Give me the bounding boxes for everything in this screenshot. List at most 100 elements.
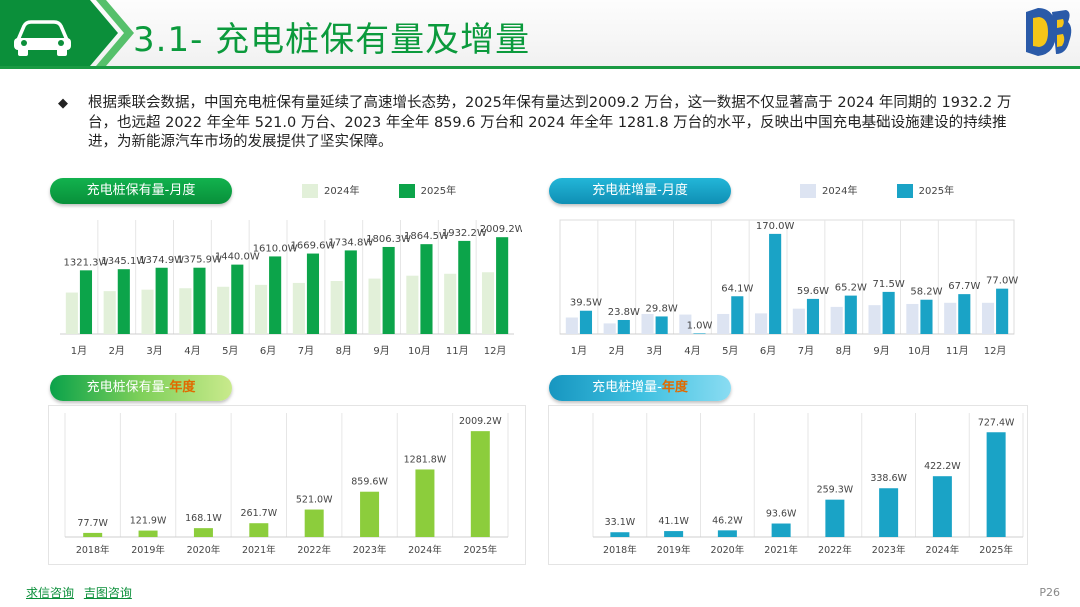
- tick-label: 6月: [760, 345, 776, 357]
- data-label: 64.1W: [721, 283, 753, 294]
- data-label: 338.6W: [870, 473, 907, 484]
- tick-label: 11月: [446, 345, 469, 357]
- summary-paragraph: ◆ 根据乘联会数据，中国充电桩保有量延续了高速增长态势，2025年保有量达到20…: [58, 94, 1020, 153]
- tick-label: 2月: [609, 345, 625, 357]
- tick-label: 10月: [908, 345, 931, 357]
- bar: [879, 488, 899, 537]
- bar-2025: [420, 244, 433, 334]
- bar-2025: [920, 299, 933, 334]
- bar: [717, 530, 737, 537]
- bar: [932, 476, 952, 537]
- tick-label: 2023年: [353, 544, 387, 556]
- bar-2025: [155, 267, 168, 334]
- page-number: P26: [1039, 586, 1060, 599]
- bar-2025: [731, 296, 744, 334]
- page-title: 3.1- 充电桩保有量及增量: [133, 20, 531, 60]
- tick-label: 11月: [946, 345, 969, 357]
- stock-monthly-chart: 1321.3W 1月 1345.1W 2月 1374.9W 3月 1375.9W 4月 1440…: [60, 220, 522, 357]
- increment-annual-title: 充电桩增量-年度: [549, 375, 731, 401]
- bar: [138, 530, 158, 537]
- car-icon: [14, 20, 71, 56]
- panel-frame: [548, 405, 1028, 565]
- bar-2025: [496, 237, 509, 334]
- data-label: 71.5W: [873, 279, 905, 290]
- tick-label: 2025年: [463, 544, 497, 556]
- data-label: 93.6W: [766, 509, 797, 520]
- legend-item-2025: 2025年: [398, 184, 456, 198]
- data-label: 39.5W: [570, 298, 602, 309]
- data-label: 59.6W: [797, 286, 829, 297]
- legend-item-2025: 2025年: [896, 184, 954, 198]
- bar-2025: [458, 240, 471, 334]
- data-label: 1321.3W: [64, 257, 109, 268]
- bar-2025: [193, 267, 206, 334]
- bar-2024: [981, 302, 995, 334]
- bar-2025: [382, 246, 395, 334]
- tick-label: 2025年: [979, 544, 1013, 556]
- bar-2025: [231, 264, 244, 334]
- bar-2025: [996, 288, 1009, 334]
- bar-2024: [830, 306, 843, 334]
- tick-label: 6月: [260, 345, 276, 357]
- tick-label: 1月: [571, 345, 587, 357]
- bar-2025: [958, 294, 971, 334]
- tick-label: 5月: [222, 345, 238, 357]
- bar: [304, 509, 324, 537]
- bar-2024: [792, 308, 805, 334]
- tick-label: 2021年: [764, 544, 798, 556]
- legend-item-2024: 2024年: [302, 184, 359, 198]
- tick-label: 7月: [298, 345, 314, 357]
- data-label: 170.0W: [756, 221, 795, 232]
- data-label: 1864.5W: [404, 231, 449, 242]
- bar-2025: [844, 295, 857, 334]
- bar: [470, 431, 490, 537]
- bar: [986, 432, 1006, 537]
- data-label: 1.0W: [687, 320, 713, 331]
- data-label: 77.0W: [986, 276, 1018, 287]
- bar-2024: [754, 313, 768, 334]
- bar-2024: [868, 305, 881, 334]
- tick-label: 4月: [184, 345, 200, 357]
- summary-text: 根据乘联会数据，中国充电桩保有量延续了高速增长态势，2025年保有量达到2009…: [88, 95, 1012, 150]
- bar-2024: [565, 317, 578, 334]
- data-label: 727.4W: [978, 417, 1015, 428]
- data-label: 2009.2W: [459, 416, 502, 427]
- data-label: 67.7W: [948, 281, 980, 292]
- tick-label: 2019年: [131, 544, 165, 556]
- tick-label: 2020年: [187, 544, 221, 556]
- tick-label: 2022年: [818, 544, 852, 556]
- bar-2025: [769, 233, 782, 334]
- bar-2024: [292, 282, 305, 334]
- data-label: 1440.0W: [215, 252, 260, 263]
- stock-annual-chart: 77.7W 2018年 121.9W 2019年 168.1W 2020年 261.7W 20…: [48, 405, 526, 565]
- bar-2025: [882, 291, 895, 334]
- diamond-bullet-icon: ◆: [58, 96, 68, 111]
- footer-link-jitu[interactable]: 吉图咨询: [83, 586, 132, 600]
- bar-2025: [806, 298, 820, 334]
- tick-label: 9月: [373, 345, 389, 357]
- bar: [249, 523, 269, 537]
- bar-2024: [65, 292, 78, 334]
- increment-monthly-title: 充电桩增量-月度: [549, 178, 731, 204]
- data-label: 121.9W: [130, 516, 167, 527]
- bar-2024: [217, 286, 230, 334]
- bar-2024: [141, 289, 154, 334]
- bar: [360, 491, 380, 537]
- bar: [193, 528, 213, 537]
- footer-link-qiuxin[interactable]: 求信咨询: [26, 586, 75, 600]
- stock-monthly-legend: 2024年 2025年: [302, 182, 456, 198]
- increment-annual-chart: 33.1W 2018年 41.1W 2019年 46.2W 2020年 93.6W 2021年…: [548, 405, 1028, 565]
- header: 3.1- 充电桩保有量及增量: [0, 0, 1080, 78]
- data-label: 1281.8W: [404, 454, 447, 465]
- legend-item-2024: 2024年: [800, 184, 857, 198]
- title-bar: [0, 0, 1080, 69]
- tick-label: 2020年: [711, 544, 745, 556]
- tick-label: 10月: [408, 345, 431, 357]
- data-label: 23.8W: [608, 307, 640, 318]
- tick-label: 8月: [836, 345, 852, 357]
- bar-2024: [906, 303, 919, 334]
- tick-label: 2018年: [76, 544, 110, 556]
- tick-label: 12月: [984, 345, 1007, 357]
- data-label: 33.1W: [605, 517, 636, 528]
- tick-label: 2023年: [872, 544, 906, 556]
